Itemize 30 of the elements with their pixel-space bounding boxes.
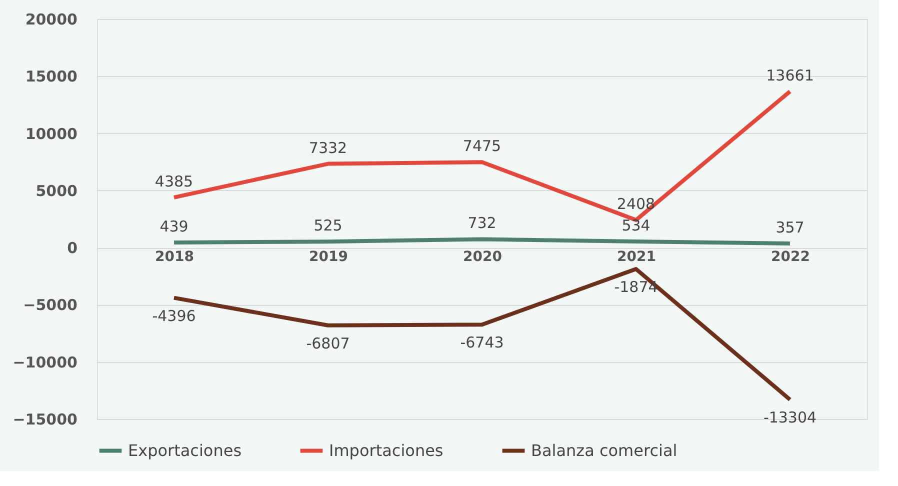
x-tick-label: 2019 — [309, 249, 348, 266]
x-tick-label: 2021 — [617, 249, 656, 266]
x-tick-label: 2020 — [463, 249, 502, 266]
data-label: 534 — [622, 216, 650, 234]
data-label: 525 — [314, 216, 342, 235]
y-tick-label: 20000 — [25, 10, 78, 28]
legend-label: Exportaciones — [128, 440, 242, 460]
y-tick-label: 5000 — [36, 182, 78, 200]
y-tick-label: −15000 — [12, 410, 78, 428]
data-label: 7475 — [462, 137, 502, 156]
data-label: 439 — [160, 218, 188, 236]
y-tick-label: 10000 — [25, 124, 78, 143]
data-label: 7332 — [308, 138, 348, 157]
x-tick-label: 2022 — [771, 249, 810, 266]
data-label: -6743 — [460, 334, 504, 352]
y-tick-label: 15000 — [25, 68, 78, 86]
data-label: 13661 — [766, 66, 814, 84]
x-tick-label: 2018 — [155, 249, 194, 266]
data-label: 357 — [776, 218, 804, 236]
legend-label: Importaciones — [329, 440, 444, 460]
legend-label: Balanza comercial — [531, 440, 678, 460]
data-label: 732 — [468, 214, 496, 232]
data-label: -4396 — [152, 306, 196, 325]
data-label: -13304 — [763, 408, 817, 427]
y-tick-label: −5000 — [23, 296, 78, 314]
y-tick-label: −10000 — [12, 353, 78, 372]
y-tick-label: 0 — [67, 239, 78, 258]
data-label: -6807 — [306, 334, 350, 352]
data-label: 4385 — [154, 172, 194, 190]
data-label: 2408 — [616, 195, 656, 214]
